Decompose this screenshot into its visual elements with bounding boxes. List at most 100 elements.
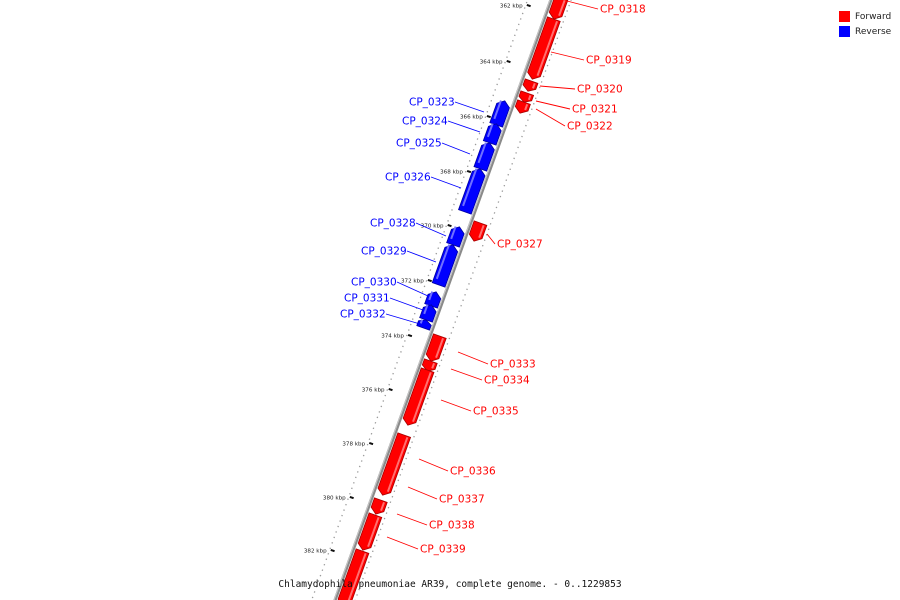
gene-CP_0327[interactable] [468,220,488,242]
legend-forward-label: Forward [855,11,892,22]
dotted-track-forward [354,0,572,600]
gene-arrow-highlight [367,517,380,548]
gene-arrow-highlight [524,104,529,111]
gene-label[interactable]: CP_0320 [577,84,623,96]
gene-arrow-highlight [435,338,444,359]
gene-arrow-highlight [536,21,559,77]
gene-CP_0331[interactable] [419,304,437,323]
gene-label[interactable]: CP_0331 [344,293,390,305]
gene-arrow[interactable] [370,497,388,515]
gene-leader-line [457,351,489,365]
gene-label[interactable]: CP_0338 [429,520,475,532]
gene-label[interactable]: CP_0321 [572,104,618,116]
gene-label[interactable]: CP_0323 [409,97,455,109]
tick-mark [388,387,393,392]
genome-backbone [333,0,553,600]
gene-leader-line [535,100,571,110]
strand-legend: Forward Reverse [839,9,891,39]
tick-mark [330,548,335,553]
gene-CP_0322[interactable] [514,99,531,114]
gene-label[interactable]: CP_0326 [385,172,431,184]
gene-CP_0338[interactable] [357,512,383,551]
tick-label: 382 kbp [304,549,327,555]
gene-CP_0329[interactable] [431,244,459,288]
gene-CP_0334[interactable] [421,358,438,372]
gene-leader-line [385,313,421,325]
gene-leader-line [396,513,428,526]
gene-leader-line [406,250,437,263]
gene-CP_0332[interactable] [416,319,432,331]
gene-label[interactable]: CP_0327 [497,239,543,251]
gene-CP_0325[interactable] [473,142,495,172]
gene-arrow-highlight [478,225,485,239]
legend-reverse: Reverse [839,24,891,39]
reverse-swatch [839,26,850,37]
gene-CP_0321[interactable] [518,90,535,103]
gene-label[interactable]: CP_0333 [490,359,536,371]
gene-features [337,0,569,600]
gene-label[interactable]: CP_0325 [396,138,442,150]
gene-CP_0337[interactable] [370,497,388,515]
genome-caption: Chlamydophila pneumoniae AR39, complete … [278,579,622,590]
gene-label[interactable]: CP_0319 [586,55,632,67]
gene-arrow-highlight [419,319,424,324]
gene-label[interactable]: CP_0339 [420,544,466,556]
gene-leader-line [535,108,566,127]
tick-mark [349,495,354,500]
tick-label: 372 kbp [401,279,424,285]
gene-arrow[interactable] [522,78,539,92]
gene-labels: CP_0318 CP_0319 CP_0320 CP_0321 CP_0322 CP_03… [340,0,646,556]
tick-label: 362 kbp [500,4,523,10]
gene-CP_0339[interactable] [337,548,370,600]
gene-label[interactable]: CP_0330 [351,277,397,289]
gene-arrow-highlight [462,168,478,207]
gene-CP_0333[interactable] [425,333,447,362]
gene-CP_0318[interactable] [548,0,569,20]
gene-CP_0336[interactable] [377,432,412,496]
dotted-guide-tracks [311,0,572,600]
gene-arrow[interactable] [518,90,535,103]
backbone-highlight [333,0,551,600]
gene-arrow[interactable] [514,99,531,114]
gene-label[interactable]: CP_0336 [450,466,496,478]
forward-swatch [839,11,850,22]
tick-label: 366 kbp [460,115,483,121]
tick-mark [427,278,433,283]
gene-arrow-highlight [431,363,435,369]
tick-label: 364 kbp [480,60,503,66]
gene-CP_0335[interactable] [402,367,435,426]
gene-CP_0326[interactable] [458,168,486,215]
gene-arrow[interactable] [416,319,432,331]
gene-label[interactable]: CP_0324 [402,116,448,128]
tick-label: 374 kbp [381,334,404,340]
gene-arrow-highlight [428,291,434,301]
gene-label[interactable]: CP_0335 [473,406,519,418]
gene-label[interactable]: CP_0334 [484,375,530,387]
gene-label[interactable]: CP_0322 [567,121,613,133]
gene-arrow-highlight [477,142,487,164]
gene-CP_0324[interactable] [482,123,502,146]
tick-mark [486,114,492,119]
tick-mark [447,223,452,228]
gene-CP_0328[interactable] [446,226,465,248]
gene-arrow-highlight [435,244,451,280]
gene-label[interactable]: CP_0328 [370,218,416,230]
gene-arrow-highlight [380,502,385,512]
gene-label[interactable]: CP_0337 [439,494,485,506]
backbone-line [333,0,553,600]
gene-arrow-highlight [450,226,457,240]
tick-label: 380 kbp [323,496,346,502]
gene-arrow[interactable] [421,358,438,372]
gene-CP_0320[interactable] [522,78,539,92]
gene-label[interactable]: CP_0332 [340,309,386,321]
gene-arrow[interactable] [337,548,370,600]
gene-arrow-highlight [531,83,536,89]
gene-leader-line [418,458,449,472]
gene-CP_0319[interactable] [527,16,561,80]
gene-leader-line [566,0,599,10]
legend-forward: Forward [839,9,891,24]
gene-arrow-highlight [527,95,532,101]
gene-label[interactable]: CP_0329 [361,246,407,258]
gene-label[interactable]: CP_0318 [600,4,646,16]
